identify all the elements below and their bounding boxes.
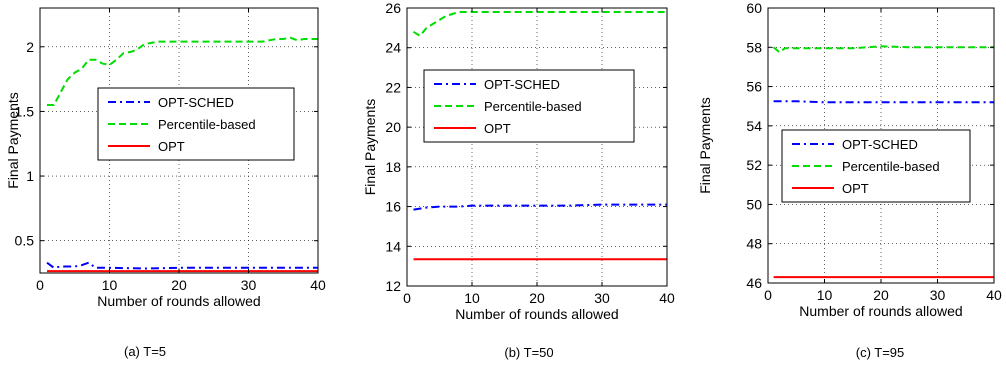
y-axis-label: Final Payments xyxy=(362,99,378,195)
series-line-percentile-based xyxy=(47,36,318,106)
y-tick-label: 22 xyxy=(385,79,401,95)
y-tick-label: 1 xyxy=(26,168,34,184)
chart-caption: (a) T=5 xyxy=(124,344,166,359)
x-tick-label: 30 xyxy=(241,277,257,293)
x-tick-label: 40 xyxy=(986,287,1002,303)
legend-label: OPT xyxy=(484,121,511,136)
legend: OPT-SCHED Percentile-based OPT xyxy=(97,87,295,161)
legend-label: Percentile-based xyxy=(158,117,256,132)
y-tick-label: 12 xyxy=(385,278,401,294)
x-axis-label: Number of rounds allowed xyxy=(97,293,260,309)
y-tick-label: 56 xyxy=(746,79,762,95)
x-tick-label: 20 xyxy=(529,290,545,306)
x-tick-label: 40 xyxy=(310,277,326,293)
chart-caption: (b) T=50 xyxy=(504,345,553,360)
series-line-opt-sched xyxy=(413,203,667,211)
y-tick-label: 1.5 xyxy=(15,103,35,119)
legend-label: Percentile-based xyxy=(484,99,582,114)
y-tick-label: 18 xyxy=(385,159,401,175)
x-tick-label: 0 xyxy=(403,290,411,306)
y-tick-label: 60 xyxy=(746,0,762,16)
legend-label: OPT-SCHED xyxy=(158,95,234,110)
legend-label: Percentile-based xyxy=(842,159,940,174)
y-tick-label: 54 xyxy=(746,118,762,134)
legend-label: OPT xyxy=(158,139,185,154)
legend: OPT-SCHED Percentile-based OPT xyxy=(423,69,635,143)
y-axis-label: Final Payments xyxy=(697,97,713,193)
series-line-percentile-based xyxy=(772,45,994,54)
x-axis-label: Number of rounds allowed xyxy=(455,306,618,322)
y-tick-label: 52 xyxy=(746,157,762,173)
y-tick-label: 20 xyxy=(385,119,401,135)
y-tick-label: 50 xyxy=(746,196,762,212)
y-tick-label: 2 xyxy=(26,39,34,55)
x-tick-label: 30 xyxy=(930,287,946,303)
x-tick-label: 10 xyxy=(817,287,833,303)
x-tick-label: 20 xyxy=(873,287,889,303)
y-tick-label: 14 xyxy=(385,238,401,254)
legend-label: OPT-SCHED xyxy=(842,137,918,152)
chart-caption: (c) T=95 xyxy=(856,345,905,360)
series-line-opt-sched xyxy=(773,100,994,104)
x-tick-label: 30 xyxy=(594,290,610,306)
x-tick-label: 40 xyxy=(659,290,675,306)
y-tick-label: 26 xyxy=(385,0,401,16)
y-tick-label: 16 xyxy=(385,199,401,215)
chart-panel-3: 0 10 20 30 40 46 48 50 52 54 56 58 60 Number of round… xyxy=(697,0,1002,360)
y-tick-label: 24 xyxy=(385,40,401,56)
x-tick-label: 0 xyxy=(36,277,44,293)
y-tick-label: 0.5 xyxy=(15,233,35,249)
legend-box xyxy=(781,129,971,203)
chart-panel-2: 0 10 20 30 40 12 14 16 18 20 22 24 26 Number of round… xyxy=(362,0,675,360)
series-line-opt-sched xyxy=(46,261,318,270)
chart-panel-1: 0 10 20 30 40 0.5 1 1.5 2 Number of rounds allowe… xyxy=(5,7,326,359)
x-tick-label: 20 xyxy=(171,277,187,293)
legend-label: OPT xyxy=(842,181,869,196)
y-axis-label: Final Payments xyxy=(5,92,21,188)
x-tick-label: 10 xyxy=(464,290,480,306)
x-tick-label: 0 xyxy=(764,287,772,303)
plot-area xyxy=(407,8,667,286)
legend: OPT-SCHED Percentile-based OPT xyxy=(781,129,971,203)
x-axis-label: Number of rounds allowed xyxy=(799,303,962,319)
x-tick-label: 10 xyxy=(102,277,118,293)
y-tick-label: 46 xyxy=(746,275,762,291)
legend-label: OPT-SCHED xyxy=(484,77,560,92)
y-tick-label: 48 xyxy=(746,236,762,252)
y-tick-label: 58 xyxy=(746,39,762,55)
